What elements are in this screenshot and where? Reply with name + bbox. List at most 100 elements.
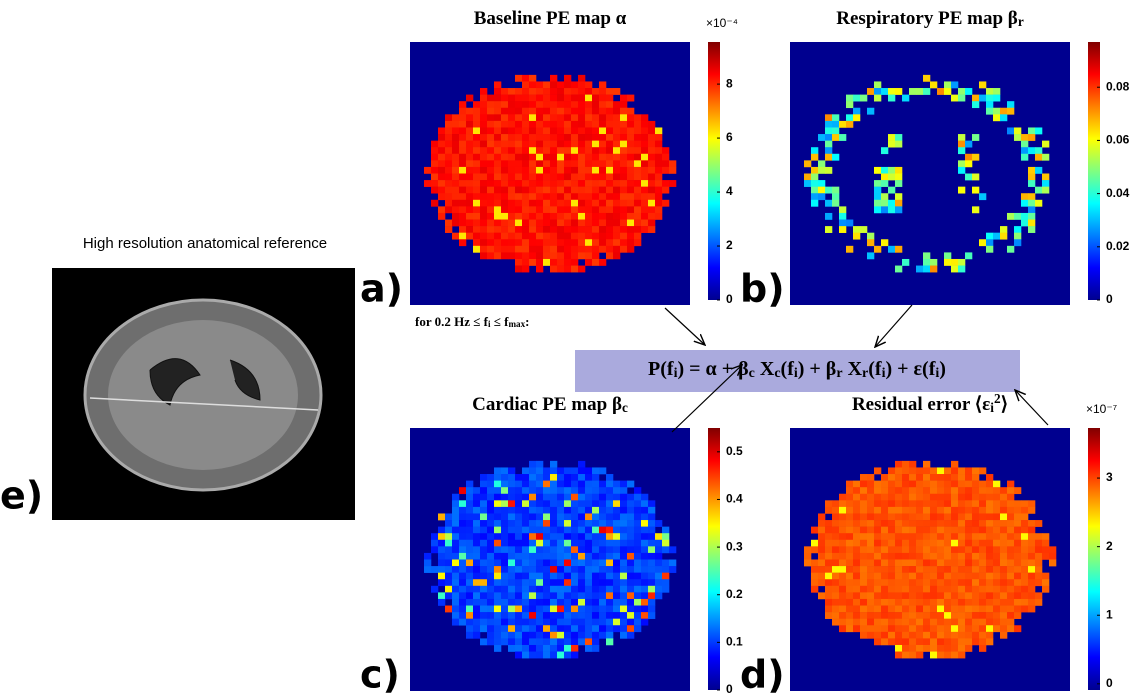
map-pixel: [508, 206, 515, 213]
map-pixel: [888, 599, 895, 606]
map-pixel: [592, 579, 599, 586]
map-pixel: [895, 461, 902, 468]
map-pixel: [571, 81, 578, 88]
map-pixel: [445, 573, 452, 580]
map-pixel: [494, 193, 501, 200]
map-pixel: [571, 147, 578, 154]
map-pixel: [473, 500, 480, 507]
map-pixel: [585, 81, 592, 88]
map-pixel: [909, 474, 916, 481]
map-pixel: [634, 612, 641, 619]
map-pixel: [466, 193, 473, 200]
map-pixel: [634, 206, 641, 213]
map-pixel: [655, 520, 662, 527]
map-pixel: [811, 527, 818, 534]
map-pixel: [634, 540, 641, 547]
map-pixel: [867, 553, 874, 560]
map-pixel: [979, 645, 986, 652]
colorbar-tick-label: 0.2: [726, 587, 743, 601]
map-pixel: [599, 213, 606, 220]
map-pixel: [620, 540, 627, 547]
map-pixel: [445, 513, 452, 520]
map-pixel: [529, 193, 536, 200]
map-pixel: [1014, 507, 1021, 514]
map-pixel: [585, 507, 592, 514]
map-pixel: [508, 193, 515, 200]
map-pixel: [832, 127, 839, 134]
map-pixel: [825, 553, 832, 560]
text-part: max: [508, 319, 525, 329]
map-pixel: [501, 141, 508, 148]
map-pixel: [1028, 220, 1035, 227]
map-pixel: [508, 481, 515, 488]
map-pixel: [445, 220, 452, 227]
map-pixel: [459, 206, 466, 213]
map-pixel: [986, 507, 993, 514]
map-pixel: [466, 121, 473, 128]
map-pixel: [860, 95, 867, 102]
map-pixel: [986, 599, 993, 606]
map-pixel: [937, 507, 944, 514]
map-pixel: [1035, 579, 1042, 586]
white-matter: [108, 320, 298, 470]
map-pixel: [888, 592, 895, 599]
map-pixel: [452, 121, 459, 128]
map-pixel: [557, 101, 564, 108]
map-pixel: [501, 88, 508, 95]
map-pixel: [543, 500, 550, 507]
map-pixel: [846, 619, 853, 626]
map-pixel: [634, 520, 641, 527]
map-pixel: [487, 134, 494, 141]
map-pixel: [522, 266, 529, 273]
map-pixel: [599, 81, 606, 88]
map-pixel: [627, 520, 634, 527]
map-pixel: [515, 134, 522, 141]
map-pixel: [543, 213, 550, 220]
map-pixel: [620, 95, 627, 102]
map-pixel: [993, 513, 1000, 520]
map-pixel: [571, 239, 578, 246]
map-pixel: [1021, 540, 1028, 547]
map-pixel: [508, 579, 515, 586]
map-pixel: [620, 154, 627, 161]
map-pixel: [662, 527, 669, 534]
map-pixel: [965, 252, 972, 259]
map-pixel: [522, 606, 529, 613]
map-pixel: [592, 599, 599, 606]
map-pixel: [557, 500, 564, 507]
colorbar-tick-label: 6: [726, 130, 733, 144]
map-pixel: [1028, 226, 1035, 233]
map-pixel: [620, 619, 627, 626]
map-pixel: [522, 101, 529, 108]
map-pixel: [832, 566, 839, 573]
map-pixel: [944, 507, 951, 514]
map-pixel: [860, 540, 867, 547]
map-pixel: [613, 619, 620, 626]
map-pixel: [1021, 592, 1028, 599]
map-pixel: [1007, 553, 1014, 560]
map-pixel: [480, 206, 487, 213]
map-pixel: [452, 206, 459, 213]
map-pixel: [522, 507, 529, 514]
map-pixel: [923, 645, 930, 652]
map-pixel: [599, 560, 606, 567]
map-pixel: [895, 632, 902, 639]
map-pixel: [557, 599, 564, 606]
map-pixel: [818, 553, 825, 560]
map-pixel: [578, 114, 585, 121]
map-pixel: [543, 239, 550, 246]
map-pixel: [613, 160, 620, 167]
map-pixel: [529, 88, 536, 95]
map-pixel: [951, 487, 958, 494]
map-pixel: [473, 612, 480, 619]
map-pixel: [606, 226, 613, 233]
map-pixel: [958, 507, 965, 514]
map-pixel: [536, 612, 543, 619]
map-pixel: [487, 560, 494, 567]
map-pixel: [543, 527, 550, 534]
map-pixel: [473, 154, 480, 161]
map-pixel: [634, 566, 641, 573]
map-pixel: [860, 632, 867, 639]
map-pixel: [613, 174, 620, 181]
map-pixel: [930, 553, 937, 560]
